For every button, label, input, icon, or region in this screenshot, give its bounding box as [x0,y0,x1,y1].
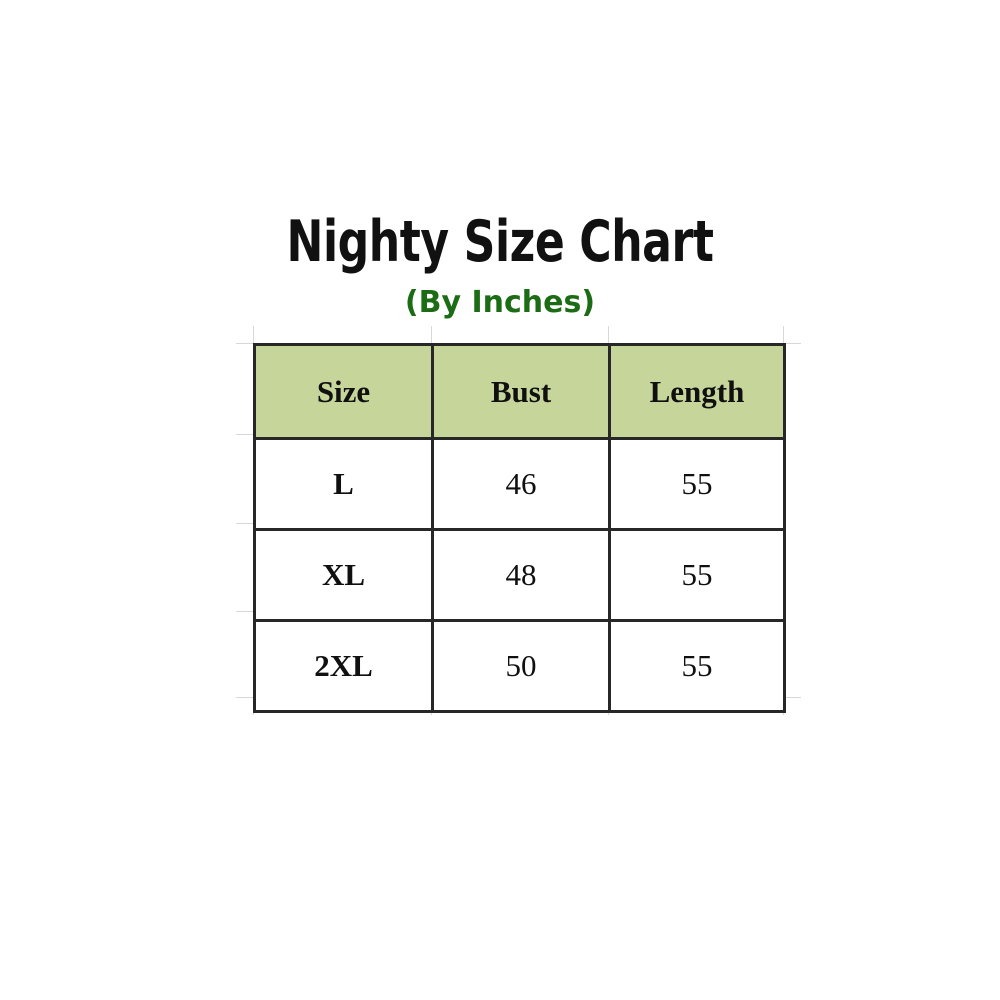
table-row: XL 48 55 [253,528,786,622]
cell-length: 55 [608,528,786,622]
column-header-bust: Bust [431,343,611,440]
heading-block: Nighty Size Chart (By Inches) [0,210,1000,320]
cell-length: 55 [608,619,786,713]
cell-bust: 50 [431,619,611,713]
gridline-stub-top-col4 [783,326,784,344]
cell-size: XL [253,528,434,622]
page-subtitle-units: (By Inches) [404,285,596,320]
gridline-stub-bottom-col1 [253,697,254,715]
cell-size: L [253,437,434,531]
cell-size: 2XL [253,619,434,713]
gridline-stub-top-col3 [608,326,609,344]
cell-length: 55 [608,437,786,531]
gridline-stub-top-col1 [253,326,254,344]
table-row: L 46 55 [253,437,786,531]
page-title: Nighty Size Chart [286,209,714,275]
cell-bust: 46 [431,437,611,531]
column-header-length: Length [608,343,786,440]
table-header: Size Bust Length [253,343,786,440]
column-header-size: Size [253,343,434,440]
size-chart-table-wrapper: Size Bust Length L 46 55 XL 48 55 2XL [253,343,786,713]
gridline-stub-left-top [236,343,254,344]
gridline-stub-left-row1 [236,434,254,435]
table-header-row: Size Bust Length [253,343,786,440]
gridline-stub-top-col2 [431,326,432,344]
table-row: 2XL 50 55 [253,619,786,713]
gridline-stub-left-row3 [236,611,254,612]
table-body: L 46 55 XL 48 55 2XL 50 55 [253,437,786,713]
cell-bust: 48 [431,528,611,622]
gridline-stub-right-top [783,343,801,344]
size-chart-table: Size Bust Length L 46 55 XL 48 55 2XL [253,343,786,713]
gridline-stub-right-bottom [783,697,801,698]
gridline-stub-left-bottom [236,697,254,698]
gridline-stub-left-row2 [236,523,254,524]
